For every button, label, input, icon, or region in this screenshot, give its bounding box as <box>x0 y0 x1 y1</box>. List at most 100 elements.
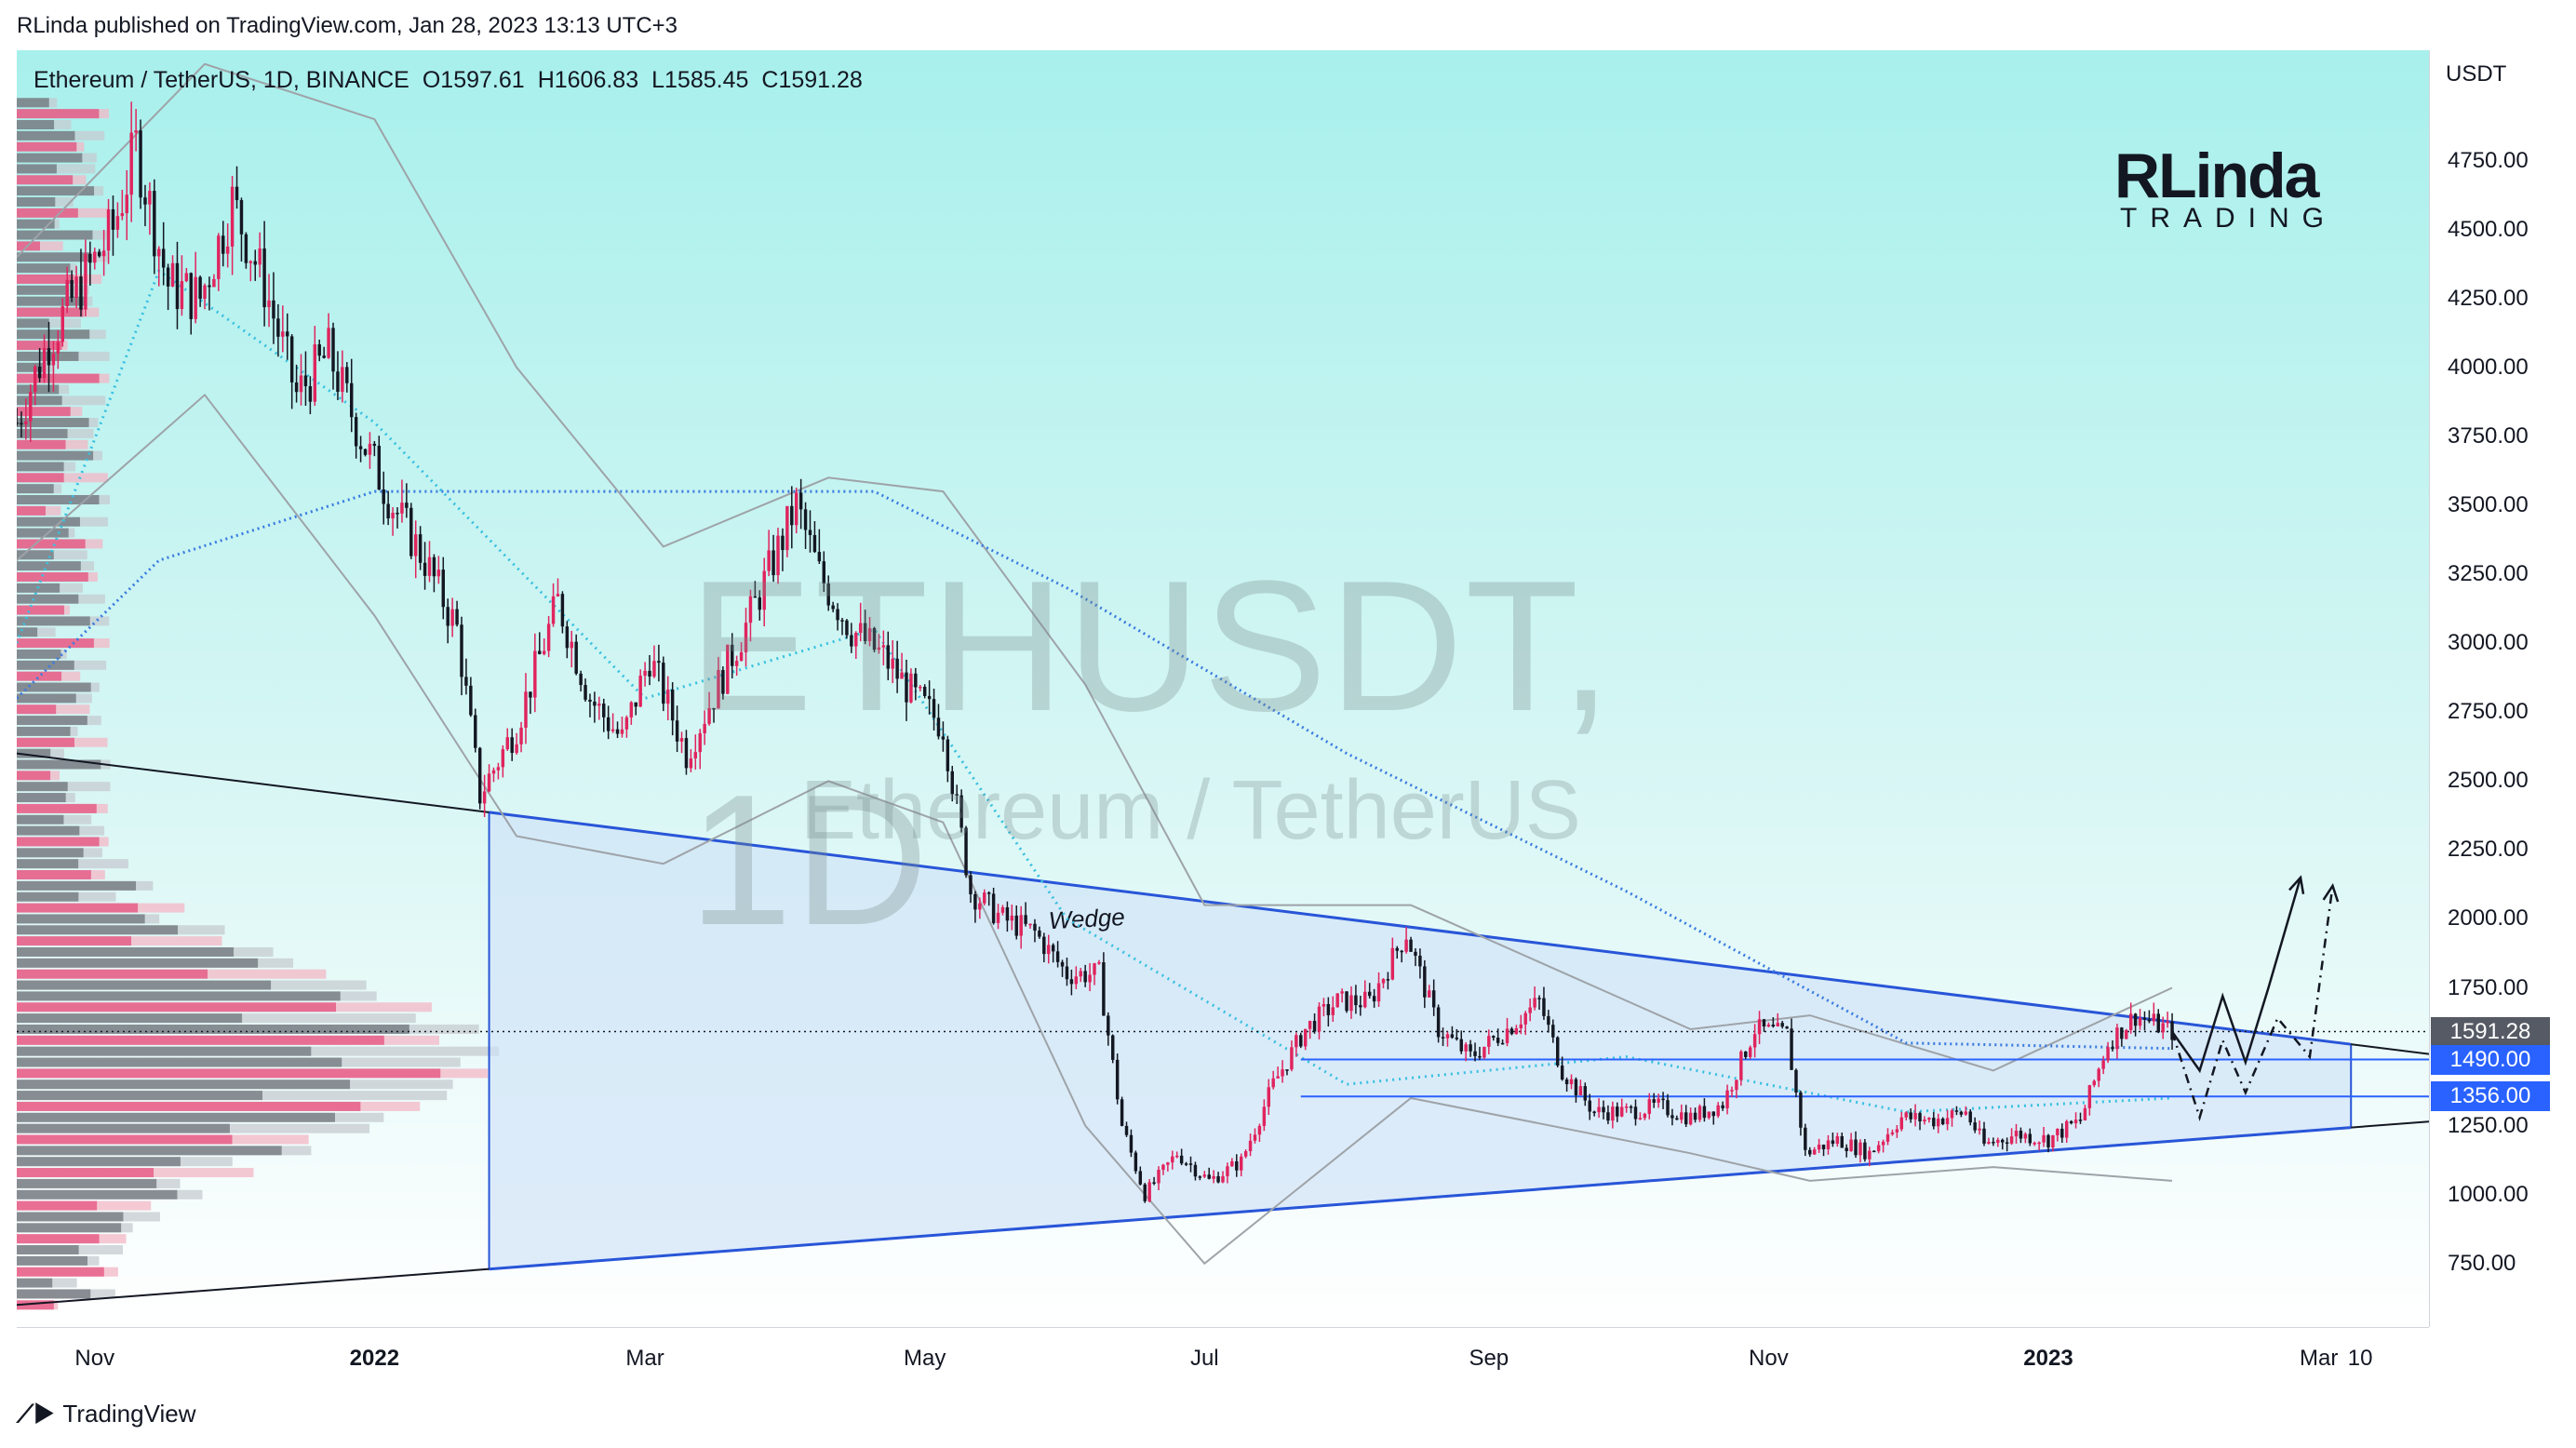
candle-body <box>546 623 551 651</box>
candle-body <box>1876 1145 1881 1152</box>
candle-body <box>2097 1068 2100 1081</box>
volume-profile-bar-inner <box>17 1234 100 1244</box>
candle-body <box>1927 1118 1931 1120</box>
footer-brand[interactable]: ⟋▶ TradingView <box>17 1400 195 1429</box>
candle-body <box>235 186 239 201</box>
candle-body <box>556 594 560 597</box>
candle-body <box>1670 1115 1674 1119</box>
level-price-tag: 1356.00 <box>2431 1081 2550 1112</box>
candle-body <box>1107 1015 1110 1036</box>
candle-body <box>1184 1163 1188 1165</box>
volume-profile-bar-inner <box>17 384 60 395</box>
candle-body <box>1033 923 1037 931</box>
volume-profile-bar-inner <box>17 771 51 781</box>
candle-body <box>272 300 275 319</box>
volume-profile-bar-inner <box>17 362 43 372</box>
candle-body <box>900 672 904 679</box>
candle-body <box>2120 1027 2124 1039</box>
candle-body <box>139 130 142 198</box>
time-tick-label: Mar <box>2300 1346 2339 1371</box>
candle-body <box>529 691 532 698</box>
volume-profile-bar-inner <box>17 1278 53 1288</box>
time-axis[interactable] <box>17 1327 2429 1382</box>
candle-body <box>161 248 166 268</box>
candle-body <box>734 661 739 666</box>
candle-body <box>1074 976 1079 985</box>
volume-profile-bar-inner <box>17 341 62 351</box>
candle-body <box>1212 1175 1215 1179</box>
candle-body <box>382 489 385 504</box>
candle-body <box>2166 1021 2169 1024</box>
volume-profile-bar-inner <box>17 726 71 736</box>
candle-body <box>721 669 725 694</box>
volume-profile-bar-inner <box>17 716 87 726</box>
candle-body <box>446 607 449 626</box>
candle-body <box>1253 1134 1257 1141</box>
volume-profile-bar-inner <box>17 561 81 571</box>
volume-profile-bar-inner <box>17 516 80 527</box>
price-axis[interactable] <box>2429 50 2576 1327</box>
candle-body <box>2133 1013 2138 1026</box>
candle-body <box>1257 1125 1262 1135</box>
candle-body <box>1230 1160 1234 1167</box>
candle-body <box>1606 1112 1610 1121</box>
candle-body <box>689 758 693 769</box>
candle-body <box>354 417 358 447</box>
price-chart[interactable]: Wedge <box>17 50 2429 1327</box>
volume-profile-bar-inner <box>17 1178 157 1188</box>
candle-body <box>1840 1136 1844 1148</box>
candle-body <box>175 262 180 310</box>
time-tick-label: Nov <box>74 1346 115 1371</box>
volume-profile-bar-inner <box>17 130 75 141</box>
candle-body <box>1483 1046 1486 1058</box>
candle-body <box>1276 1076 1280 1079</box>
legend-symbol[interactable]: Ethereum / TetherUS, 1D, BINANCE <box>34 67 409 93</box>
candle-body <box>1616 1106 1619 1117</box>
candle-body <box>858 623 863 634</box>
candle-body <box>1060 961 1065 967</box>
candle-body <box>845 620 849 636</box>
last-price-tag: 1591.28 <box>2431 1016 2550 1047</box>
candle-body <box>1574 1079 1578 1096</box>
projection-dashed-path-arrowhead <box>2322 883 2340 903</box>
candle-body <box>919 687 922 689</box>
candle-body <box>505 737 509 750</box>
candle-body <box>905 672 908 703</box>
candle-body <box>487 773 491 792</box>
candle-body <box>60 306 65 342</box>
candle-body <box>941 736 946 740</box>
candle-body <box>1014 915 1018 936</box>
candle-body <box>794 492 798 526</box>
candle-body <box>1102 962 1106 1016</box>
price-tick-label: 1750.00 <box>2448 974 2529 1000</box>
time-tick-label: Sep <box>1469 1346 1509 1371</box>
volume-profile-bar-inner <box>17 329 90 340</box>
price-tick-label: 3000.00 <box>2448 630 2529 656</box>
volume-profile-bar-inner <box>17 252 91 262</box>
candle-body <box>1367 991 1372 997</box>
candle-body <box>693 752 698 759</box>
volume-profile-bar-inner <box>17 649 61 659</box>
candle-body <box>217 235 221 279</box>
candle-body <box>2051 1134 2055 1147</box>
candle-body <box>932 699 936 718</box>
candle-body <box>854 633 858 647</box>
time-tick-label: Jul <box>1189 1346 1219 1371</box>
volume-profile-bar-inner <box>17 737 74 747</box>
volume-profile-bar-inner <box>17 571 88 582</box>
candle-body <box>629 702 634 717</box>
candle-body <box>258 248 262 265</box>
candle-body <box>652 661 656 677</box>
time-tick-label: Mar <box>625 1346 664 1371</box>
candle-body <box>189 273 193 319</box>
candle-body <box>1835 1136 1840 1145</box>
volume-profile-bar-inner <box>17 153 83 163</box>
volume-profile-bar-inner <box>17 814 64 825</box>
ohlc-legend: Ethereum / TetherUS, 1D, BINANCE O1597.61… <box>34 67 876 94</box>
price-tick-label: 1250.00 <box>2448 1112 2529 1138</box>
candle-body <box>996 912 1000 923</box>
candle-body <box>363 449 368 455</box>
chart-panel[interactable]: Wedge <box>17 50 2429 1327</box>
candle-body <box>1556 1037 1560 1066</box>
candle-body <box>88 253 92 263</box>
